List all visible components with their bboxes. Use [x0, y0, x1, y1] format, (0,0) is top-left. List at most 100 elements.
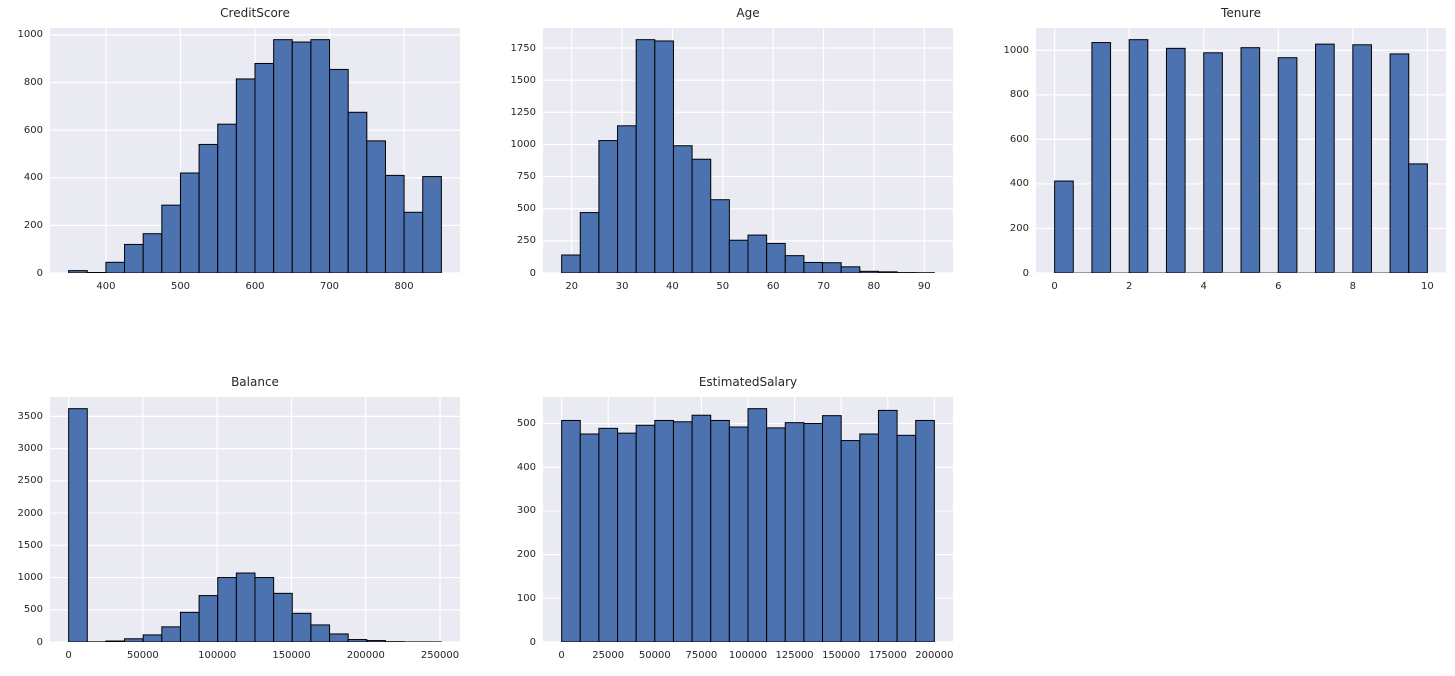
y-tick-label: 600 — [1009, 133, 1029, 145]
histogram-bar — [747, 234, 768, 273]
histogram-bar — [1277, 57, 1298, 273]
histogram-bar — [710, 419, 730, 642]
x-tick-label: 50000 — [638, 650, 671, 661]
y-tick-label: 0 — [36, 636, 43, 648]
histogram-bar — [254, 62, 275, 273]
y-tick-label: 1500 — [17, 539, 43, 551]
histogram-plot-svg — [1036, 28, 1446, 273]
histogram-bar — [896, 434, 917, 642]
y-tick-label: 1000 — [17, 572, 43, 583]
x-tick-label: 400 — [96, 281, 116, 292]
histogram-bar — [691, 158, 712, 273]
x-tick-label: 90 — [917, 281, 931, 292]
histogram-bar — [217, 123, 237, 273]
chart-title: EstimatedSalary — [698, 375, 798, 389]
histogram-bar — [347, 639, 368, 642]
histogram-bar — [217, 577, 237, 642]
histogram-bar — [273, 592, 293, 642]
x-tick-label: 4 — [1200, 281, 1207, 292]
plot-area — [50, 397, 460, 642]
chart-title: Age — [736, 6, 760, 20]
histogram-bar — [422, 176, 442, 273]
x-tick-label: 150000 — [272, 650, 311, 661]
subplot-creditscore: CreditScore 0 200 400 600 800 1000 400 500 600 700… — [0, 0, 466, 300]
x-tick-label: 25000 — [592, 650, 625, 661]
histogram-bar — [728, 239, 749, 273]
x-tick-label: 70 — [817, 281, 830, 292]
x-tick-label: 700 — [319, 281, 340, 292]
histogram-bar — [124, 638, 144, 642]
histogram-bar — [561, 419, 581, 642]
histogram-bar — [1315, 43, 1335, 273]
y-tick-label: 800 — [23, 77, 43, 88]
x-tick-label: 600 — [245, 281, 265, 292]
x-tick-label: 0 — [558, 650, 565, 661]
x-tick-label: 500 — [170, 281, 191, 292]
y-tick-label: 1000 — [510, 138, 536, 150]
histogram-bar — [273, 39, 293, 273]
histogram-bar — [654, 40, 674, 273]
histogram-bar — [105, 640, 126, 642]
x-tick-label: 0 — [65, 650, 72, 661]
histogram-bar — [329, 68, 349, 273]
histogram-bar — [1165, 47, 1186, 273]
y-tick-label: 3500 — [17, 410, 43, 422]
y-tick-label: 1000 — [17, 29, 43, 41]
histogram-bar — [310, 39, 331, 273]
histogram-bar — [68, 270, 88, 273]
histogram-bar — [877, 271, 898, 273]
histogram-bar — [579, 212, 600, 273]
histogram-bar — [179, 611, 200, 642]
histogram-bar — [691, 414, 712, 642]
histogram-bar — [366, 140, 386, 273]
subplot-tenure: Tenure 0 200 400 600 800 1000 0 2 4 6 8 10 — [986, 0, 1452, 300]
y-tick-label: 0 — [529, 267, 536, 279]
histogram-bar — [840, 266, 861, 273]
histogram-bar — [635, 424, 656, 642]
histogram-bar — [198, 143, 219, 273]
chart-title: Tenure — [1221, 6, 1261, 20]
histogram-bar — [124, 243, 144, 273]
x-tick-label: 30 — [615, 281, 629, 292]
histogram-bar — [161, 626, 181, 642]
histogram-bar — [766, 242, 786, 273]
plot-area — [543, 397, 953, 642]
y-tick-label: 0 — [1022, 267, 1029, 279]
histogram-bar — [598, 427, 619, 642]
histogram-bar — [728, 426, 749, 642]
y-tick-label: 400 — [516, 461, 536, 473]
plot-area — [543, 28, 953, 273]
y-tick-label: 1000 — [1003, 44, 1029, 56]
x-tick-label: 60 — [766, 281, 780, 292]
histogram-bar — [291, 612, 312, 642]
histogram-bar — [347, 111, 368, 273]
y-tick-label: 0 — [36, 267, 43, 279]
histogram-bar — [291, 41, 312, 273]
histogram-plot-svg — [50, 28, 460, 273]
histogram-bar — [915, 419, 935, 642]
y-tick-label: 2000 — [17, 507, 43, 519]
histogram-bar — [747, 408, 768, 642]
histogram-bar — [803, 423, 824, 642]
x-tick-label: 2 — [1126, 281, 1133, 292]
y-tick-label: 3000 — [17, 443, 43, 455]
histogram-bar — [310, 624, 331, 642]
subplot-estimatedsalary: EstimatedSalary 0 100 200 300 400 500 0 25000 500… — [493, 369, 959, 669]
y-tick-label: 800 — [1009, 89, 1029, 101]
x-tick-label: 0 — [1051, 281, 1058, 292]
y-tick-label: 100 — [516, 592, 536, 604]
subplot-age: Age 0 250 500 750 1000 1250 1500 1750 20 30 40 50 60 7… — [493, 0, 959, 300]
x-tick-label: 20 — [565, 281, 579, 292]
histogram-bar — [617, 125, 637, 273]
histogram-bar — [142, 634, 163, 642]
histogram-bar — [179, 172, 200, 273]
histogram-bar — [598, 140, 619, 273]
histogram-bar — [784, 255, 805, 273]
x-tick-label: 250000 — [420, 650, 460, 661]
x-tick-label: 50 — [716, 281, 730, 292]
y-tick-label: 1750 — [510, 42, 536, 54]
histogram-bar — [635, 39, 656, 273]
x-tick-label: 800 — [394, 281, 414, 292]
histogram-bar — [1389, 53, 1410, 273]
x-tick-label: 150000 — [822, 650, 861, 661]
